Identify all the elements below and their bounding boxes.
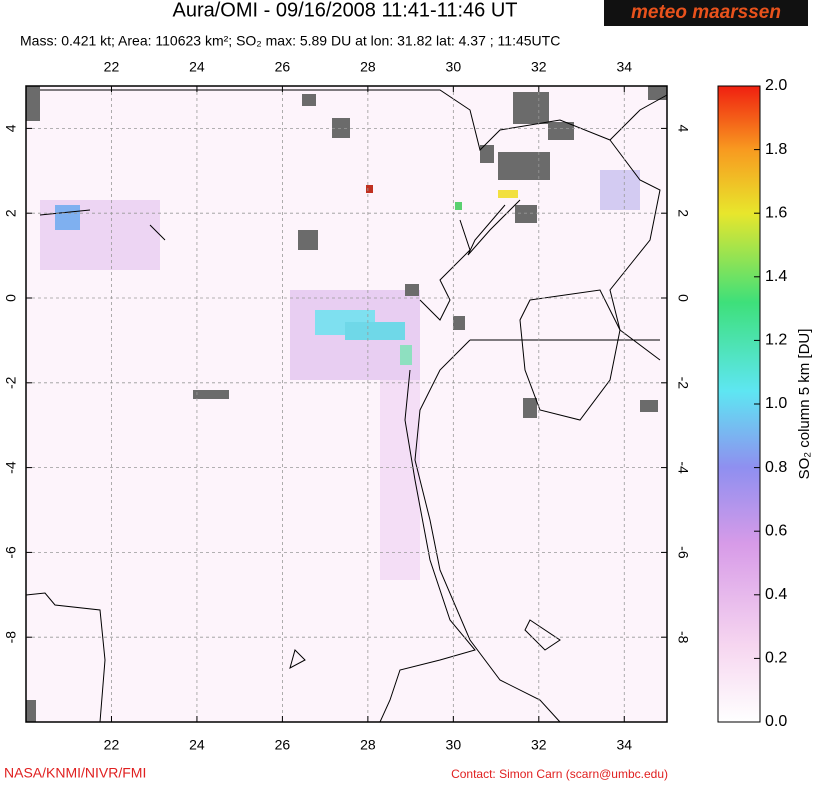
colorbar-tick-label: 1.6 <box>765 204 787 221</box>
y-tick-label: 2 <box>3 209 19 217</box>
colorbar-tick-label: 0.6 <box>765 522 787 539</box>
colorbar-tick-label: 1.8 <box>765 141 787 158</box>
y-tick-label: -8 <box>3 631 19 644</box>
y-tick-label: -2 <box>675 377 691 390</box>
x-tick-label: 30 <box>446 59 462 75</box>
colorbar-tick-label: 0.4 <box>765 586 787 603</box>
contact: Contact: Simon Carn (scarn@umbc.edu) <box>451 767 668 781</box>
y-tick-label: -8 <box>675 631 691 644</box>
logo-box <box>604 0 808 26</box>
x-tick-label: 22 <box>104 737 120 753</box>
cloud-mask <box>26 86 667 722</box>
y-tick-label: -6 <box>675 546 691 559</box>
colorbar-tick-label: 1.0 <box>765 395 787 412</box>
x-tick-label: 32 <box>531 59 547 75</box>
x-tick-label: 24 <box>189 59 205 75</box>
colorbar-tick-label: 0.0 <box>765 713 787 730</box>
x-tick-label: 32 <box>531 737 547 753</box>
x-tick-label: 26 <box>275 737 291 753</box>
logo: meteo maarssen <box>631 2 781 23</box>
so2-field <box>26 86 667 722</box>
x-tick-label: 28 <box>360 59 376 75</box>
y-tick-label: -4 <box>675 461 691 474</box>
y-tick-label: -4 <box>3 461 19 474</box>
x-tick-label: 26 <box>275 59 291 75</box>
colorbar-tick-label: 0.2 <box>765 650 787 667</box>
y-tick-label: 2 <box>675 209 691 217</box>
colorbar-tick-label: 2.0 <box>765 77 787 94</box>
colorbar-tick-label: 1.4 <box>765 268 787 285</box>
y-tick-label: 4 <box>3 124 19 132</box>
coastlines <box>25 89 668 723</box>
title: Aura/OMI - 09/16/2008 11:41-11:46 UT <box>172 0 517 21</box>
y-tick-label: -6 <box>3 546 19 559</box>
info-line: Mass: 0.421 kt; Area: 110623 km²; SO₂ ma… <box>20 33 560 49</box>
x-tick-label: 34 <box>616 59 632 75</box>
colorbar-label: SO₂ column 5 km [DU] <box>796 329 813 480</box>
credit: NASA/KNMI/NIVR/FMI <box>4 765 146 781</box>
x-tick-label: 24 <box>189 737 205 753</box>
map-axes <box>25 85 668 723</box>
colorbar-tick-label: 0.8 <box>765 459 787 476</box>
colorbar-tick-label: 1.2 <box>765 332 787 349</box>
x-tick-label: 28 <box>360 737 376 753</box>
y-tick-label: -2 <box>3 376 19 389</box>
colorbar <box>717 85 761 723</box>
y-tick-label: 4 <box>675 125 691 133</box>
x-tick-label: 30 <box>446 737 462 753</box>
x-tick-label: 22 <box>104 59 120 75</box>
x-tick-label: 34 <box>616 737 632 753</box>
y-tick-label: 0 <box>3 294 19 302</box>
y-tick-label: 0 <box>675 294 691 302</box>
map-frame <box>25 85 668 723</box>
